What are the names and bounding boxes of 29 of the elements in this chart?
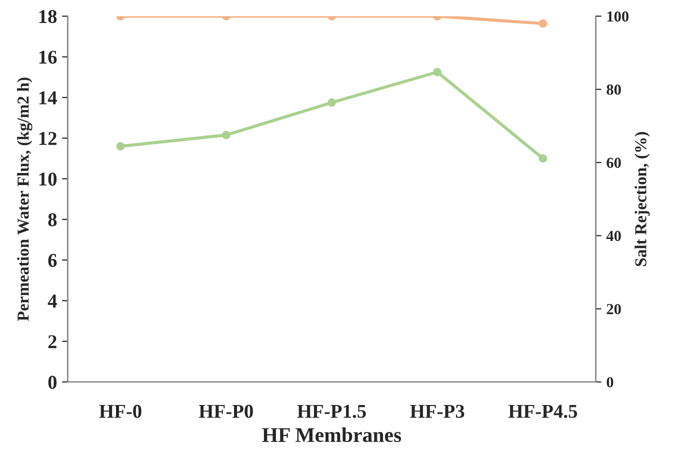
y-tick-label: 10 (39, 172, 57, 186)
y2-tick-label: 60 (606, 158, 621, 168)
y-tick-label: 14 (39, 91, 57, 104)
y-tick-label: 4 (48, 294, 57, 308)
x-tick-label: HF-P0 (198, 404, 253, 418)
y-axis-title: Permeation Water Flux, (kg/m2 h) (17, 78, 32, 321)
y-tick-label: 18 (39, 10, 57, 24)
y-tick-label: 8 (48, 213, 57, 226)
y2-tick-label: 20 (606, 304, 621, 314)
y-tick-label: 0 (48, 376, 57, 389)
x-tick-label: HF-P4.5 (508, 404, 578, 418)
y2-tick-label: 100 (607, 11, 629, 22)
y-tick-label: 2 (48, 335, 56, 348)
y2-tick-label: 80 (606, 84, 621, 95)
point (433, 68, 442, 76)
point (222, 130, 230, 140)
x-tick-label: HF-0 (99, 404, 142, 418)
x-axis-title: HF Membranes (262, 427, 402, 442)
x-tick-label: HF-P3 (410, 404, 464, 418)
y2-tick-label: 40 (606, 230, 621, 242)
point (328, 98, 336, 107)
point (538, 154, 548, 163)
point (116, 142, 125, 150)
x-tick-label: HF-P1.5 (297, 404, 366, 418)
y2-axis-title: Salt Rejection, (%) (634, 132, 650, 266)
y-tick-label: 12 (39, 132, 56, 145)
y-tick-label: 6 (48, 254, 57, 267)
y-tick-label: 16 (39, 50, 57, 64)
y2-tick-label: 0 (606, 377, 614, 388)
